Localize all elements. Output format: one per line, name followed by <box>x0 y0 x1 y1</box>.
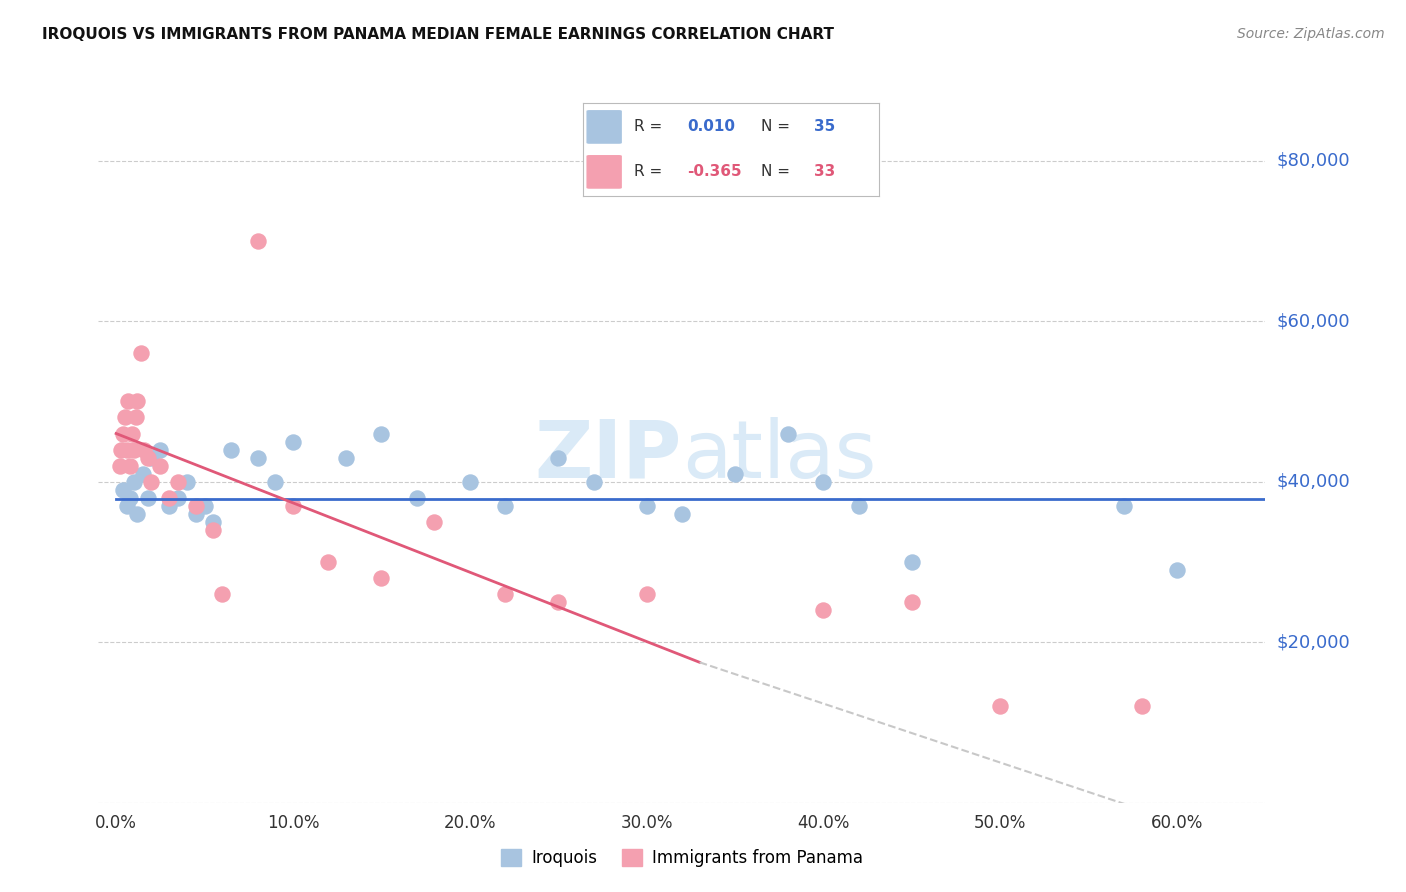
Text: $20,000: $20,000 <box>1277 633 1350 651</box>
Point <box>108 458 131 473</box>
Point <box>115 499 138 513</box>
Point <box>136 491 159 505</box>
Text: N =: N = <box>761 164 794 179</box>
Point <box>157 499 180 513</box>
Text: $60,000: $60,000 <box>1277 312 1350 330</box>
Text: IROQUOIS VS IMMIGRANTS FROM PANAMA MEDIAN FEMALE EARNINGS CORRELATION CHART: IROQUOIS VS IMMIGRANTS FROM PANAMA MEDIA… <box>42 27 834 42</box>
Point <box>636 587 658 601</box>
Point <box>900 555 922 569</box>
Point <box>149 442 172 457</box>
Point <box>813 475 835 489</box>
Point <box>848 499 870 513</box>
Point <box>281 499 304 513</box>
Point <box>1112 499 1135 513</box>
Point <box>423 515 446 529</box>
Point <box>211 587 233 601</box>
Point <box>129 346 152 360</box>
Point <box>184 499 207 513</box>
Point <box>184 507 207 521</box>
Point <box>776 426 799 441</box>
Point <box>115 442 138 457</box>
Point <box>120 491 142 505</box>
Point <box>1130 699 1153 714</box>
Point <box>582 475 605 489</box>
Point <box>370 426 392 441</box>
FancyBboxPatch shape <box>586 110 621 144</box>
Point <box>127 394 149 409</box>
Text: 0.010: 0.010 <box>688 120 735 135</box>
Point <box>141 475 163 489</box>
Point <box>671 507 693 521</box>
Point <box>900 595 922 609</box>
Point <box>281 434 304 449</box>
Point <box>370 571 392 585</box>
Point <box>117 394 139 409</box>
Point <box>246 450 269 465</box>
Point <box>124 410 146 425</box>
Text: atlas: atlas <box>682 417 876 495</box>
Point <box>136 450 159 465</box>
Point <box>110 442 132 457</box>
Point <box>458 475 481 489</box>
Point <box>264 475 287 489</box>
Text: -0.365: -0.365 <box>688 164 741 179</box>
Text: 35: 35 <box>814 120 835 135</box>
Point <box>405 491 427 505</box>
Point <box>157 491 180 505</box>
Point <box>636 499 658 513</box>
Point <box>167 491 190 505</box>
Point <box>202 523 225 537</box>
Point <box>141 450 163 465</box>
Point <box>134 442 156 457</box>
Point <box>120 458 142 473</box>
Text: R =: R = <box>634 164 666 179</box>
Text: N =: N = <box>761 120 794 135</box>
Point <box>112 426 135 441</box>
Point <box>547 450 569 465</box>
Point <box>122 475 145 489</box>
Point <box>1166 563 1188 577</box>
Point <box>335 450 357 465</box>
Point <box>193 499 215 513</box>
Text: $40,000: $40,000 <box>1277 473 1350 491</box>
Point <box>202 515 225 529</box>
Legend: Iroquois, Immigrants from Panama: Iroquois, Immigrants from Panama <box>495 842 869 874</box>
Point <box>988 699 1011 714</box>
Point <box>149 458 172 473</box>
Text: $80,000: $80,000 <box>1277 152 1350 169</box>
Point <box>724 467 747 481</box>
Point <box>494 587 516 601</box>
Point <box>176 475 198 489</box>
Point <box>127 507 149 521</box>
Point <box>246 234 269 248</box>
Point <box>316 555 339 569</box>
Text: Source: ZipAtlas.com: Source: ZipAtlas.com <box>1237 27 1385 41</box>
Text: R =: R = <box>634 120 666 135</box>
Text: 33: 33 <box>814 164 835 179</box>
Point <box>547 595 569 609</box>
Point <box>114 410 136 425</box>
Point <box>121 426 143 441</box>
FancyBboxPatch shape <box>586 155 621 189</box>
Point <box>167 475 190 489</box>
Text: ZIP: ZIP <box>534 417 682 495</box>
Point <box>122 442 145 457</box>
Point <box>219 442 242 457</box>
Point <box>813 603 835 617</box>
Point <box>131 467 153 481</box>
Point <box>494 499 516 513</box>
Point <box>112 483 135 497</box>
